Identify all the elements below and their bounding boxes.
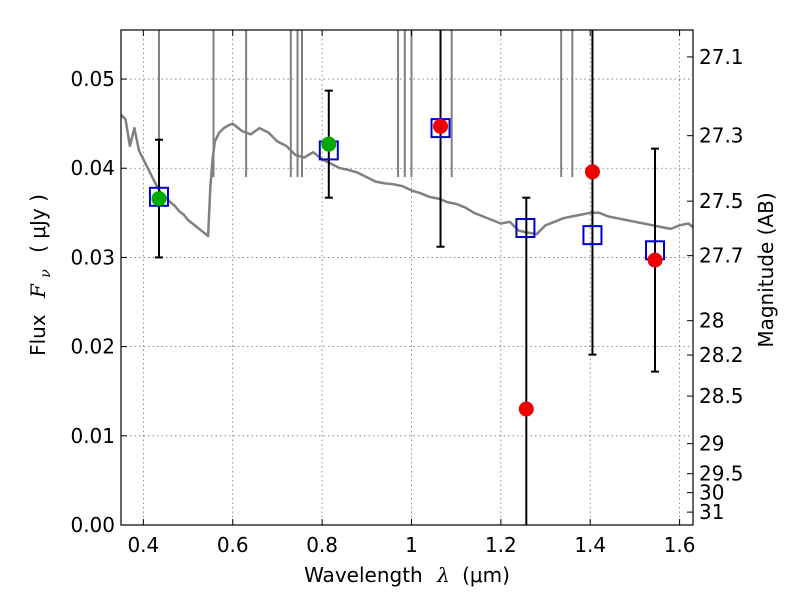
y-axis-label-text: Flux <box>26 314 50 356</box>
y-tick-label: 0.02 <box>70 335 115 359</box>
right-tick-label: 27.7 <box>699 244 744 268</box>
right-tick-label: 27.1 <box>699 45 744 69</box>
x-tick-label: 0.8 <box>306 533 338 557</box>
observed-point-marker <box>584 164 600 180</box>
right-tick-label: 28.2 <box>699 343 744 367</box>
right-tick-label: 29.5 <box>699 462 744 486</box>
right-tick-label: 30 <box>699 481 724 505</box>
x-axis-label: Wavelength λ (μm) <box>304 563 510 587</box>
x-tick-label: 0.6 <box>217 533 249 557</box>
y-axis-label: Flux F ν ( μJy ) <box>26 194 55 356</box>
y-tick-label: 0.03 <box>70 245 115 269</box>
x-tick-label: 0.4 <box>127 533 159 557</box>
observed-point-marker <box>321 136 337 152</box>
y-tick-label: 0.01 <box>70 424 115 448</box>
x-tick-label: 1.4 <box>574 533 606 557</box>
y-axis-label-symbol: F <box>26 283 50 299</box>
right-tick-label: 31 <box>699 500 724 524</box>
right-tick-label: 28.5 <box>699 384 744 408</box>
right-tick-label: 27.5 <box>699 189 744 213</box>
right-tick-label: 28 <box>699 309 724 333</box>
axis-ticks: 0.4 0.6 0.8 1 1.2 1.4 1.6 0.00 0.01 0.02 0.03 0.04 0… <box>70 30 744 557</box>
x-tick-label: 1.6 <box>664 533 696 557</box>
x-tick-label: 1 <box>405 533 418 557</box>
x-axis-label-text: Wavelength <box>304 563 423 587</box>
right-tick-label: 27.3 <box>699 124 744 148</box>
observed-point-marker <box>518 401 534 417</box>
y-tick-label: 0.05 <box>70 67 115 91</box>
y-axis-label-subscript: ν <box>38 269 54 278</box>
right-axis-label: Magnitude (AB) <box>754 192 778 347</box>
model-photometry-marker <box>515 218 536 238</box>
x-axis-label-symbol: λ <box>436 563 450 587</box>
spectrum-line <box>121 113 693 238</box>
error-bars <box>148 30 666 525</box>
right-tick-label: 29 <box>699 432 724 456</box>
x-tick-label: 1.2 <box>485 533 517 557</box>
plot-area <box>121 30 693 238</box>
observed-point-marker <box>433 118 449 134</box>
y-tick-label: 0.00 <box>70 513 115 537</box>
model-photometry-marker <box>582 225 603 246</box>
plot-frame <box>120 29 694 526</box>
observed-point-marker <box>151 191 167 207</box>
x-axis-label-unit: (μm) <box>462 563 510 587</box>
y-axis-label-unit: ( μJy ) <box>26 194 50 253</box>
y-tick-label: 0.04 <box>70 156 115 180</box>
observed-point-marker <box>647 252 663 268</box>
